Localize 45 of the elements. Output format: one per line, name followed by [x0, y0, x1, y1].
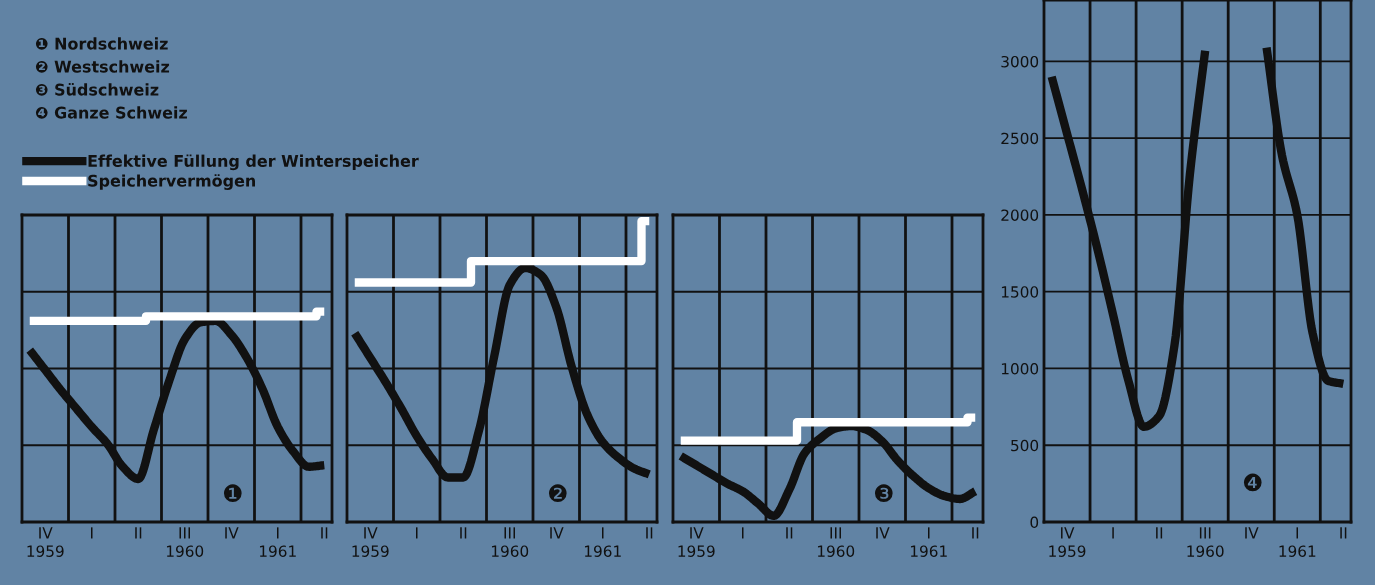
x-tick-label: IV	[225, 527, 239, 539]
y-tick-label: 2500	[1001, 132, 1039, 145]
text: ❸	[874, 484, 893, 502]
x-tick-label: I 1961	[910, 527, 947, 557]
legend-label: Effektive Füllung der Winterspeicher	[88, 154, 419, 171]
x-tick-label: II	[135, 527, 142, 539]
x-tick-label: I	[416, 527, 418, 539]
text: ❸ Südschweiz	[35, 83, 159, 96]
x-tick-label: II	[646, 527, 653, 539]
x-tick-label: IV 1959	[1049, 527, 1086, 557]
x-tick-label: II	[460, 527, 467, 539]
x-tick-label: IV 1959	[678, 527, 715, 557]
x-tick-label: I 1961	[1279, 527, 1316, 557]
y-tick-label: 0	[1030, 516, 1039, 529]
x-tick-label: I 1961	[259, 527, 296, 557]
x-tick-label: IV	[876, 527, 890, 539]
x-tick-label: II	[321, 527, 328, 539]
x-tick-label: IV 1959	[27, 527, 64, 557]
x-tick-label: II	[972, 527, 979, 539]
text: ❷ Westschweiz	[35, 60, 170, 73]
y-tick-label: 3000	[1001, 55, 1039, 68]
x-tick-label: I	[91, 527, 93, 539]
text: ❷	[548, 484, 567, 502]
y-tick-label: 1000	[1001, 362, 1039, 375]
x-tick-label: IV	[1245, 527, 1259, 539]
text: ❶	[223, 484, 242, 502]
x-tick-label: I	[742, 527, 744, 539]
x-tick-label: II	[1156, 527, 1163, 539]
text: ❹ Ganze Schweiz	[35, 106, 187, 119]
x-tick-label: III 1960	[1187, 527, 1224, 557]
x-tick-label: III 1960	[491, 527, 529, 557]
y-tick-label: 500	[1011, 439, 1039, 452]
x-tick-label: IV 1959	[352, 527, 389, 557]
y-tick-label: 1500	[1001, 286, 1039, 298]
x-tick-label: I 1961	[584, 527, 621, 557]
legend-label: Speichervermögen	[88, 174, 255, 190]
text: ❹	[1243, 473, 1262, 492]
x-tick-label: III 1960	[166, 527, 204, 557]
x-tick-label: II	[786, 527, 793, 539]
x-tick-label: I	[1112, 527, 1114, 539]
x-tick-label: II	[1340, 527, 1347, 539]
y-tick-label: 2000	[1001, 209, 1039, 221]
x-tick-label: III 1960	[817, 527, 855, 557]
text: ❶ Nordschweiz	[35, 37, 168, 50]
x-tick-label: IV	[550, 527, 564, 539]
